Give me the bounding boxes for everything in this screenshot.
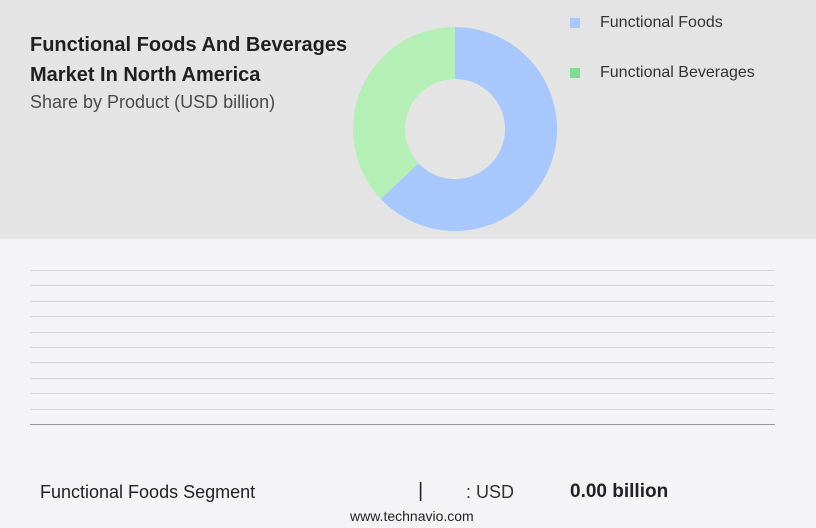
gridline [30,331,775,333]
chart-header-panel: Functional Foods And Beverages Market In… [0,0,816,239]
legend-item-functional-foods[interactable]: Functional Foods [570,14,723,32]
segment-label: Functional Foods Segment [40,482,256,502]
gridline [30,346,775,348]
donut-slice-functional-beverages[interactable] [353,27,455,199]
currency-label: : USD [466,482,515,502]
legend-item-functional-beverages[interactable]: Functional Beverages [570,64,755,82]
chart-subtitle: Share by Product (USD billion) [30,92,276,112]
legend-label: Functional Foods [600,14,723,31]
legend-swatch-functional-beverages [570,68,580,78]
chart-title: Functional Foods And Beverages Market In… [30,34,348,86]
segment-separator: | [418,480,424,502]
source-link[interactable]: www.technavio.com [350,508,474,524]
gridline [30,270,775,271]
gridline [30,362,775,364]
gridline [30,285,775,287]
legend-label: Functional Beverages [600,64,755,81]
donut-slice-functional-foods[interactable] [380,27,557,231]
segment-value: 0.00 billion [570,481,669,502]
donut-chart [353,27,557,231]
empty-chart-gridlines [30,270,775,439]
gridline [30,393,775,395]
legend-swatch-functional-foods [570,18,580,28]
gridline [30,316,775,318]
baseline-axis [30,423,775,425]
gridline [30,408,775,410]
gridline [30,377,775,379]
gridline [30,300,775,302]
